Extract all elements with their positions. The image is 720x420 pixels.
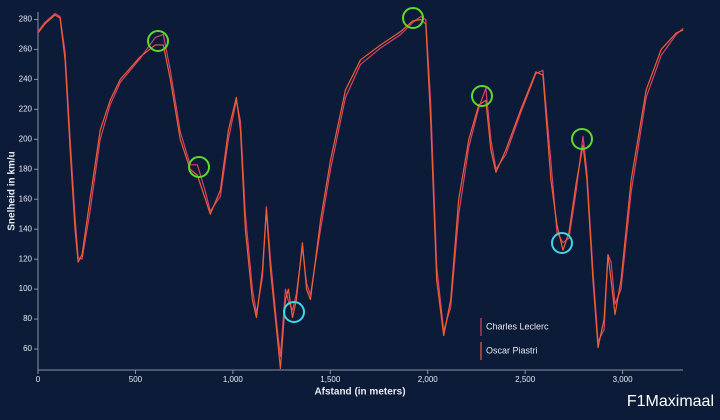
y-tick-label: 240 bbox=[19, 75, 33, 84]
watermark: F1Maximaal bbox=[627, 393, 714, 410]
x-axis-title: Afstand (in meters) bbox=[314, 387, 405, 398]
series-line bbox=[37, 12, 684, 358]
highlight-circle bbox=[471, 85, 493, 107]
x-tick-label: 1,500 bbox=[320, 375, 341, 384]
annotations bbox=[147, 7, 593, 323]
x-tick-label: 3,000 bbox=[613, 375, 634, 384]
y-tick-label: 180 bbox=[19, 164, 33, 173]
highlight-circle bbox=[551, 232, 573, 254]
y-tick-label: 200 bbox=[19, 134, 33, 143]
highlight-circle bbox=[283, 301, 305, 323]
highlight-circle bbox=[188, 156, 210, 178]
x-tick-label: 2,500 bbox=[515, 375, 536, 384]
y-tick-label: 100 bbox=[19, 284, 33, 293]
x-tick-label: 1,000 bbox=[223, 375, 244, 384]
y-tick-label: 220 bbox=[19, 104, 33, 113]
y-tick-label: 140 bbox=[19, 224, 33, 233]
x-tick-label: 500 bbox=[129, 375, 143, 384]
highlight-circle bbox=[571, 128, 593, 150]
x-tick-label: 0 bbox=[36, 375, 41, 384]
y-tick-label: 120 bbox=[19, 254, 33, 263]
series-line bbox=[37, 14, 684, 370]
y-tick-label: 60 bbox=[23, 344, 32, 353]
x-tick-label: 2,000 bbox=[418, 375, 439, 384]
highlight-circle bbox=[402, 7, 424, 29]
y-tick-label: 160 bbox=[19, 194, 33, 203]
highlight-circle bbox=[147, 30, 169, 52]
legend-label: Oscar Piastri bbox=[486, 345, 538, 355]
y-axis-title: Snelheid in km/u bbox=[7, 151, 18, 230]
y-tick-label: 280 bbox=[19, 15, 33, 24]
y-tick-label: 80 bbox=[23, 314, 32, 323]
legend-label: Charles Leclerc bbox=[486, 321, 549, 331]
y-tick-label: 260 bbox=[19, 45, 33, 54]
